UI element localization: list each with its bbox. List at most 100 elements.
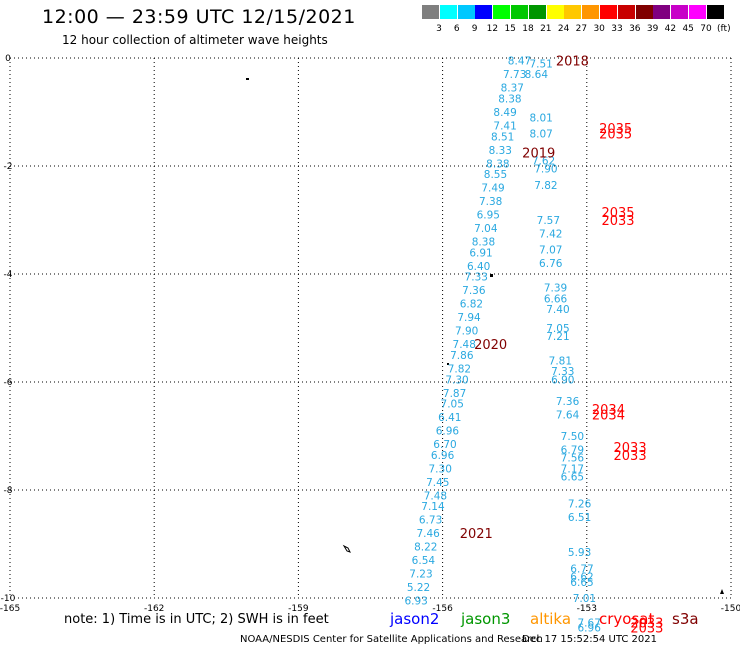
wave-height-value: 7.05 [441,399,464,411]
wave-height-value: 7.82 [448,364,471,376]
legend-label: 24 [557,24,570,34]
legend-label: 18 [522,24,534,34]
units-note: note: 1) Time is in UTC; 2) SWH is in fe… [64,612,329,627]
island-marker [246,78,249,80]
wave-height-value: 8.37 [501,83,524,95]
wave-height-value: 8.64 [525,69,549,81]
pass-time-label: 2033 [630,616,663,631]
wave-height-value: 7.30 [445,374,468,386]
wave-height-value: 7.73 [503,69,526,81]
x-tick-label: -162 [144,604,164,614]
wave-height-value: 6.96 [436,426,460,438]
legend-swatch [653,5,671,19]
wave-height-value: 6.66 [544,293,568,305]
y-tick-label: -4 [4,270,13,280]
wave-height-value: 7.64 [556,409,580,421]
wave-height-value: 6.40 [467,261,490,273]
wave-height-value: 7.86 [450,350,474,362]
y-tick-label: -2 [4,162,13,172]
wave-height-value: 7.23 [409,569,432,581]
x-tick-label: -156 [432,604,453,614]
wave-height-value: 7.30 [429,463,452,475]
pass-time-label: 2033 [630,622,663,637]
wave-height-value: 8.38 [498,94,521,106]
wave-height-value: 7.45 [426,477,449,489]
wave-height-value: 6.79 [561,445,584,457]
wave-height-value: 6.65 [561,472,584,484]
legend-label: 45 [682,24,694,34]
wave-height-value: 8.49 [493,107,516,119]
page-title: 12:00 — 23:59 UTC 12/15/2021 [42,6,356,28]
wave-height-value: 7.36 [462,285,486,297]
satellite-name: altika [530,610,572,628]
wave-height-value: 6.76 [539,258,563,270]
satellite-name: jason2 [390,610,440,628]
legend-swatch [689,5,706,19]
pass-time-label: 2018 [556,55,589,70]
island-marker [720,589,724,594]
legend-swatch [564,5,582,19]
wave-height-value: 7.04 [474,223,498,235]
wave-height-value: 7.94 [457,312,481,324]
y-tick-label: -8 [4,486,13,496]
legend-label: 33 [611,24,623,34]
wave-height-value: 8.55 [484,169,507,181]
wave-height-value: 7.40 [546,304,569,316]
pass-time-label: 2033 [601,214,634,229]
legend-swatch [475,5,493,19]
legend-label: 36 [629,24,641,34]
wave-height-value: 6.73 [419,515,442,527]
satellite-name: cryosat [599,610,655,628]
wave-height-value: 7.46 [416,528,440,540]
wave-height-value: 7.42 [539,229,562,241]
wave-height-value: 8.51 [491,131,514,143]
pass-time-label: 2034 [592,408,625,423]
wave-height-value: 7.07 [539,245,562,257]
pass-time-label: 2033 [614,441,647,456]
wave-height-value: 6.51 [568,512,591,524]
wave-height-value: 7.14 [421,501,445,513]
wave-height-value: 7.49 [481,183,504,195]
wave-height-value: 6.93 [404,596,427,608]
wave-height-value: 6.90 [551,374,574,386]
wave-height-value: 7.48 [424,490,447,502]
legend-swatch [528,5,546,19]
wave-height-value: 6.70 [433,439,456,451]
wave-height-value: 7.33 [465,272,488,284]
island-marker [447,363,449,365]
wave-height-value: 7.87 [443,388,466,400]
pass-time-label: 2034 [592,403,625,418]
legend-swatch [582,5,600,19]
wave-height-value: 8.38 [472,237,495,249]
timestamp: Dec 17 15:52:54 UTC 2021 [522,634,657,645]
x-tick-label: -165 [0,604,20,614]
legend-swatch [671,5,689,19]
wave-height-value: 7.62 [532,156,555,168]
wave-height-value: 7.01 [573,593,596,605]
wave-height-value: 7.51 [529,58,552,70]
wave-height-value: 8.47 [508,56,531,68]
wave-height-value: 7.48 [453,339,476,351]
legend-swatch [617,5,635,19]
wave-height-value: 7.17 [561,463,584,475]
wave-height-value: 6.82 [460,299,483,311]
legend-label: 42 [664,24,677,34]
wave-height-value: 5.22 [407,582,430,594]
wave-height-value: 6.62 [570,571,593,583]
wave-height-value: 7.36 [556,396,580,408]
legend-label: 9 [471,24,478,34]
pass-time-label: 2019 [522,147,555,162]
wave-height-value: 7.81 [549,355,572,367]
x-tick-label: -153 [577,604,597,614]
wave-height-value: 6.91 [469,247,492,259]
legend-label: 70 [700,24,712,34]
y-tick-label: -6 [4,378,13,388]
wave-height-value: 6.96 [431,450,455,462]
pass-time-label: 2020 [474,338,507,353]
legend-swatch [422,5,439,19]
footer-credit: NOAA/NESDIS Center for Satellite Applica… [240,634,543,645]
wave-height-value: 8.22 [414,542,437,554]
wave-height-value: 8.38 [486,158,509,170]
wave-height-value: 7.26 [568,499,592,511]
